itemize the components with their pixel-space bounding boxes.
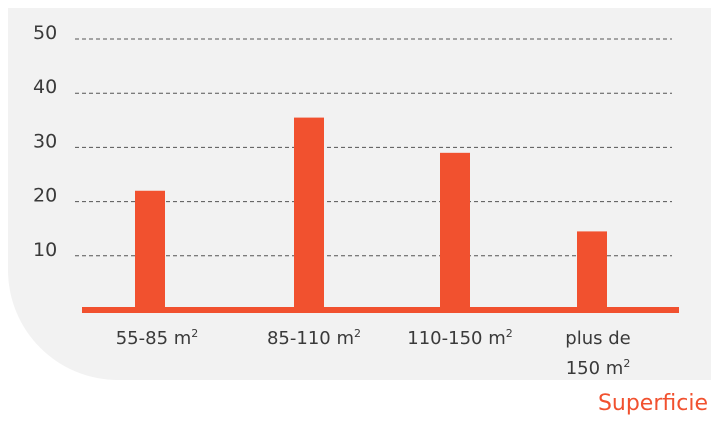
x-category-label: 85-110 m2 xyxy=(267,327,361,349)
x-category-label: 110-150 m2 xyxy=(407,327,512,349)
x-category-label: plus de 150 m2 xyxy=(565,328,630,379)
x-category-label-superscript: 2 xyxy=(623,357,630,370)
bar xyxy=(577,231,607,310)
y-tick-label: 20 xyxy=(33,185,57,207)
bar xyxy=(440,152,470,310)
x-axis-baseline xyxy=(82,307,679,313)
chart-background-panel xyxy=(8,8,711,380)
x-category-label-line: 150 m xyxy=(566,358,624,379)
x-category-label-line: plus de xyxy=(565,328,630,349)
baseline-bar xyxy=(82,307,679,313)
y-tick-label: 30 xyxy=(33,130,57,152)
x-axis-category-labels: 55-85 m2 85-110 m2 110-150 m2 plus de 150 m2 xyxy=(116,327,631,379)
x-category-label-superscript: 2 xyxy=(191,327,198,340)
y-axis-tick-labels: 10 20 30 40 50 xyxy=(33,22,57,261)
x-category-label-superscript: 2 xyxy=(354,327,361,340)
bars xyxy=(135,117,607,310)
bar xyxy=(135,190,165,310)
y-tick-label: 40 xyxy=(33,76,57,98)
x-axis-title: Superficie xyxy=(597,391,708,416)
x-category-label-line: 110-150 m xyxy=(407,328,505,349)
y-tick-label: 10 xyxy=(33,239,57,261)
bar xyxy=(294,117,324,310)
x-category-label-line: 85-110 m xyxy=(267,328,354,349)
x-category-label-superscript: 2 xyxy=(506,327,513,340)
grid-lines xyxy=(75,38,672,257)
y-tick-label: 50 xyxy=(33,22,57,44)
x-category-label: 55-85 m2 xyxy=(116,327,199,349)
x-category-label-line: 55-85 m xyxy=(116,328,192,349)
